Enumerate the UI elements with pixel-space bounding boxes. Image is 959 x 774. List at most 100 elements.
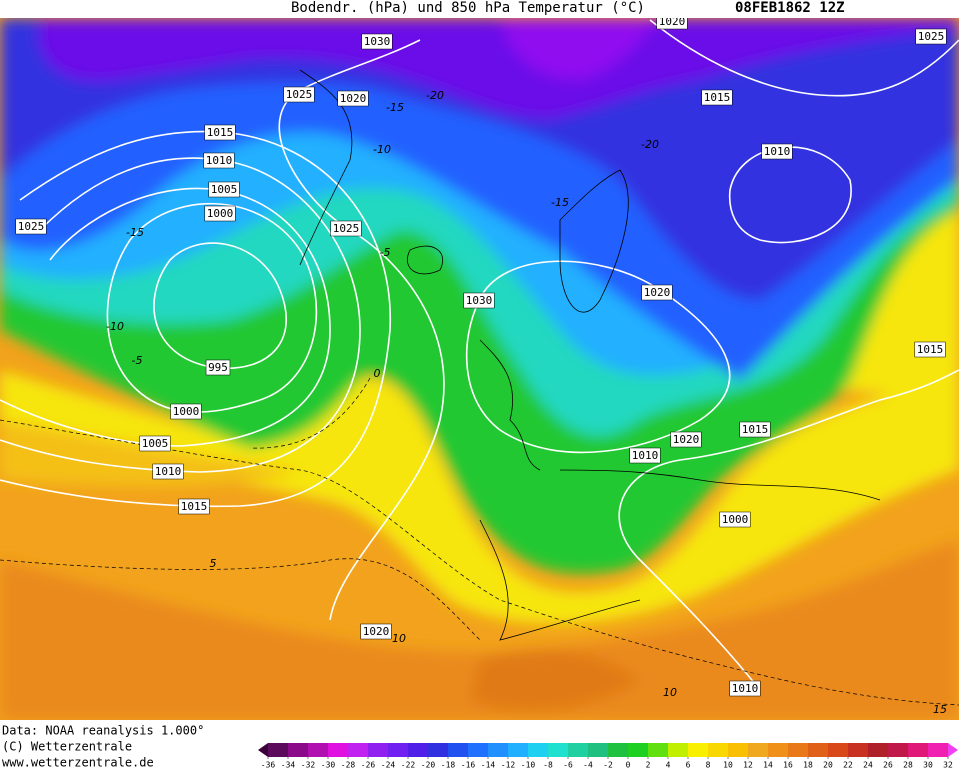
colorbar-box [648,743,669,757]
colorbar-box [868,743,889,757]
colorbar-box [848,743,869,757]
isobar-label-box [656,18,688,30]
colorbar-label: 20 [823,761,833,770]
coastlines [299,69,881,641]
temperature-label: -20 [641,138,659,151]
colorbar-box [308,743,329,757]
colorbar-label: -24 [381,761,396,770]
colorbar-label: -32 [301,761,316,770]
isobar-label: 1000 [207,207,234,220]
temperature-label: -20 [426,89,444,102]
colorbar-box [688,743,709,757]
colorbar-box [548,743,569,757]
footer-line: www.wetterzentrale.de [2,756,154,770]
isobar-label: 1010 [206,154,233,167]
isobar-label-box [203,152,235,169]
isobar-label: 1000 [173,405,200,418]
isobar-label-box [360,623,392,640]
isobar-label-box [641,284,673,301]
temperature-label: -5 [380,246,391,259]
colorbar-label: 18 [803,761,813,770]
isobar-label: 1020 [340,92,367,105]
colorbar-label: -6 [563,761,573,770]
colorbar-label: 4 [666,761,671,770]
colorbar-box [668,743,689,757]
temperature-label: 15 [933,703,947,716]
isobar-label-box [152,463,184,480]
isobar-label-box [283,86,315,103]
colorbar-box [828,743,849,757]
temperature-label: 10 [392,632,406,645]
colorbar-box [268,743,289,757]
isobar-label-box [205,359,231,376]
colorbar-label: -26 [361,761,376,770]
isobar-label-box [337,90,369,107]
colorbar-box [708,743,729,757]
isobar-label: 1015 [742,423,769,436]
isobar-label: 1020 [644,286,671,299]
temperature-label: -15 [551,196,569,209]
colorbar-label: -8 [543,761,553,770]
footer-line: Data: NOAA reanalysis 1.000° [2,724,204,738]
isobar-label: 1010 [632,449,659,462]
colorbar-box [568,743,589,757]
isobar-label: 1020 [363,625,390,638]
colorbar-box [728,743,749,757]
colorbar-box [328,743,349,757]
isobar-label: 1015 [704,91,731,104]
isobar-label: 995 [208,361,228,374]
isobar-label-box [178,498,210,515]
isobar-label: 1015 [181,500,208,513]
colorbar-box [768,743,789,757]
isobar-label: 1020 [659,15,686,28]
colorbar-label: -20 [421,761,436,770]
temperature-label: -15 [126,226,144,239]
map-date: 08FEB1862 12Z [735,0,845,16]
colorbar-label: -4 [583,761,593,770]
isobar-label-box [761,143,793,160]
isobar-label: 1025 [18,220,45,233]
colorbar-box [508,743,529,757]
colorbar-box [588,743,609,757]
isobar-label: 1000 [722,513,749,526]
isobar-label: 1015 [917,343,944,356]
colorbar-label: -12 [501,761,516,770]
colorbar-box [408,743,429,757]
isobar-label-box [139,435,171,452]
colorbar-label: -10 [521,761,536,770]
isobar-label-box [204,205,236,222]
colorbar-label: -18 [441,761,456,770]
isobar-label: 1015 [207,126,234,139]
temperature-label: 5 [210,557,217,570]
colorbar-label: 0 [626,761,631,770]
colorbar-arrow [258,743,268,757]
colorbar-label: 28 [903,761,913,770]
temperature-contours [0,377,959,706]
temperature-label: -5 [132,354,143,367]
colorbar-label: 2 [646,761,651,770]
footer-line: (C) Wetterzentrale [2,740,132,754]
colorbar-label: -30 [321,761,336,770]
isobar-label-box [719,511,751,528]
isobar-label: 1020 [673,433,700,446]
colorbar-label: 22 [843,761,853,770]
isobar-label: 1030 [364,35,391,48]
temperature-label: 10 [663,686,677,699]
colorbar-label: 26 [883,761,893,770]
isobar-label: 1005 [211,183,238,196]
isobar-label: 1010 [155,465,182,478]
colorbar-box [388,743,409,757]
colorbar-box [788,743,809,757]
isobar-label-box [208,181,240,198]
isobar-label-box [739,421,771,438]
isobar-label-box [330,220,362,237]
colorbar-label: 16 [783,761,793,770]
colorbar-box [608,743,629,757]
colorbar-box [428,743,449,757]
isobar-label-box [701,89,733,106]
temperature-label: -10 [373,143,391,156]
colorbar-box [468,743,489,757]
